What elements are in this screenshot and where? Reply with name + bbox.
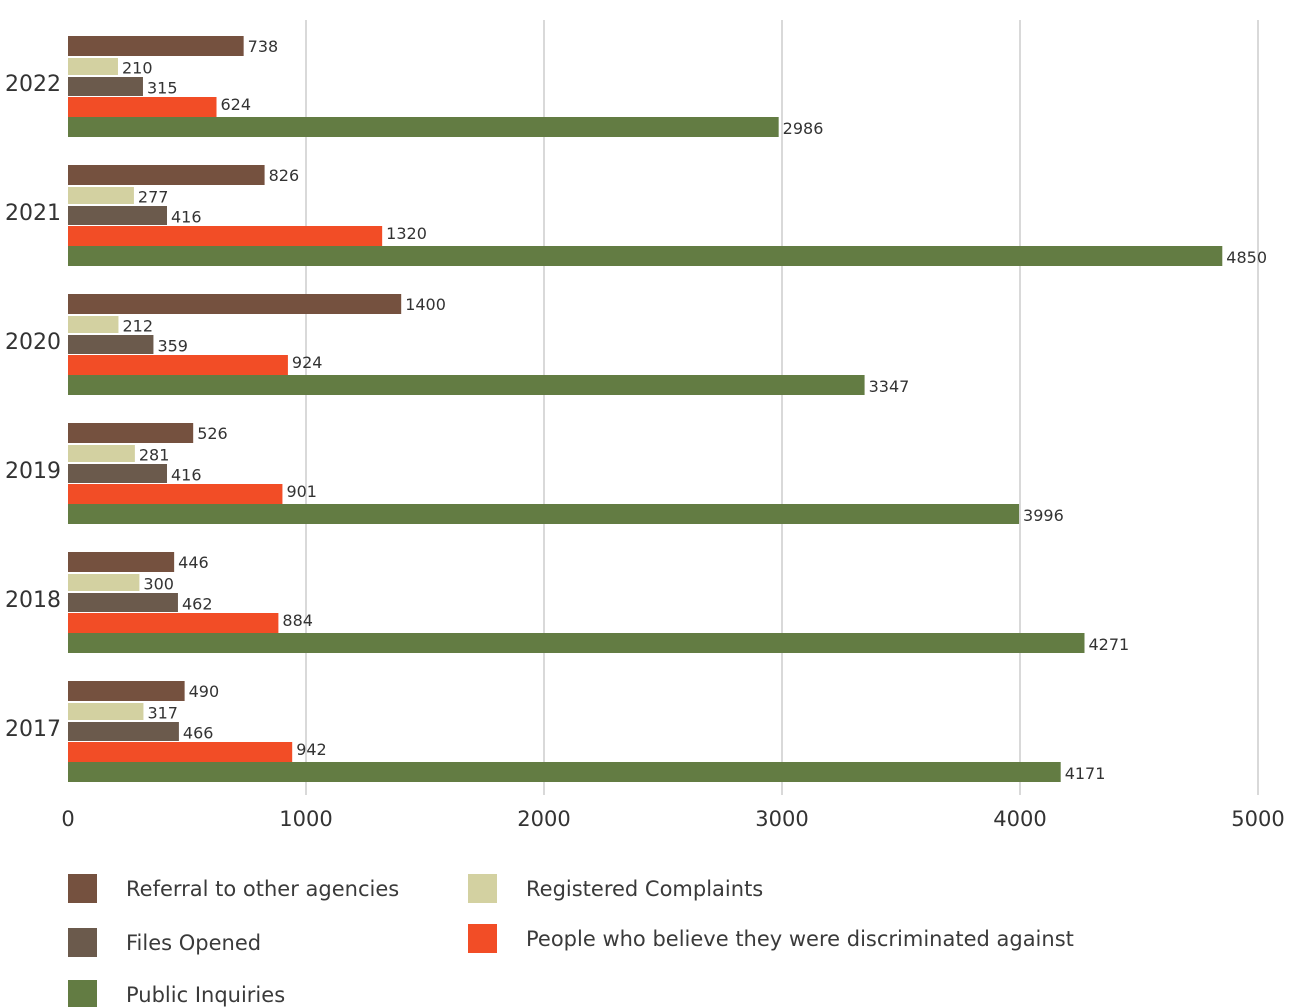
bar [68,165,265,185]
value-label: 300 [143,575,174,594]
bar [68,722,179,741]
bar [68,552,175,572]
value-label: 446 [178,553,209,572]
bar [68,187,134,204]
x-tick-label: 1000 [279,807,332,831]
bar [68,77,143,96]
bar [68,226,383,246]
bar [68,445,135,462]
axes: 0 1000 2000 3000 4000 5000 2022 2021 2020 2019 201… [5,72,1285,831]
bar [68,316,119,333]
value-label: 277 [138,188,169,207]
category-label: 2019 [5,459,61,484]
value-label: 416 [171,466,202,485]
value-label: 3347 [869,377,910,396]
bar [68,423,194,443]
bar [68,504,1020,524]
bar [68,574,140,591]
category-label: 2021 [5,201,61,226]
category-label: 2018 [5,588,61,613]
value-label: 924 [292,353,323,372]
value-label: 624 [221,95,252,114]
bar [68,762,1061,782]
value-label: 738 [248,37,279,56]
value-label: 4850 [1226,248,1267,267]
bar [68,464,168,483]
x-tick-label: 0 [61,807,74,831]
category-label: 2017 [5,717,61,742]
legend: Referral to other agencies Registered Com… [68,874,1074,1007]
bar [68,484,283,504]
x-tick-label: 4000 [993,807,1046,831]
bar [68,613,279,633]
bar [68,246,1223,266]
value-label: 1400 [405,295,446,314]
bar [68,97,217,117]
legend-label: Public Inquiries [126,983,285,1007]
value-label: 942 [296,740,327,759]
value-label: 526 [197,424,228,443]
value-label: 212 [122,317,153,336]
value-label: 3996 [1023,506,1064,525]
bar [68,36,244,56]
legend-label: Files Opened [126,931,261,955]
legend-swatch [68,874,97,903]
bar [68,633,1085,653]
legend-swatch [68,928,97,957]
value-label: 490 [189,682,220,701]
value-label: 315 [147,79,178,98]
bar [68,355,288,375]
category-label: 2022 [5,72,61,97]
legend-label: People who believe they were discriminat… [526,927,1074,951]
value-label: 4171 [1065,764,1106,783]
x-tick-label: 5000 [1231,807,1284,831]
bars [68,36,1223,782]
bar [68,681,185,701]
legend-swatch [68,980,97,1007]
value-label: 2986 [783,119,824,138]
legend-label: Registered Complaints [526,877,763,901]
bar [68,294,402,314]
bar [68,335,154,354]
value-label: 1320 [386,224,427,243]
bar [68,58,118,75]
value-label: 317 [147,704,178,723]
value-label: 359 [157,337,188,356]
legend-swatch [468,924,497,953]
value-label: 4271 [1088,635,1129,654]
bar [68,703,144,720]
bar [68,375,865,395]
bar [68,593,178,612]
value-label: 210 [122,59,153,78]
bar [68,206,168,225]
value-label: 901 [286,482,317,501]
category-label: 2020 [5,330,61,355]
legend-swatch [468,874,497,903]
value-label: 884 [282,611,313,630]
x-tick-label: 2000 [517,807,570,831]
x-tick-label: 3000 [755,807,808,831]
bar [68,117,779,137]
value-label: 281 [139,446,170,465]
value-label: 462 [182,595,213,614]
bar [68,742,293,762]
value-label: 416 [171,208,202,227]
gridlines [305,20,1259,795]
value-labels: 7382103156242986826277416132048501400212… [122,37,1267,783]
legend-label: Referral to other agencies [126,877,399,901]
value-label: 826 [269,166,300,185]
value-label: 466 [183,724,214,743]
